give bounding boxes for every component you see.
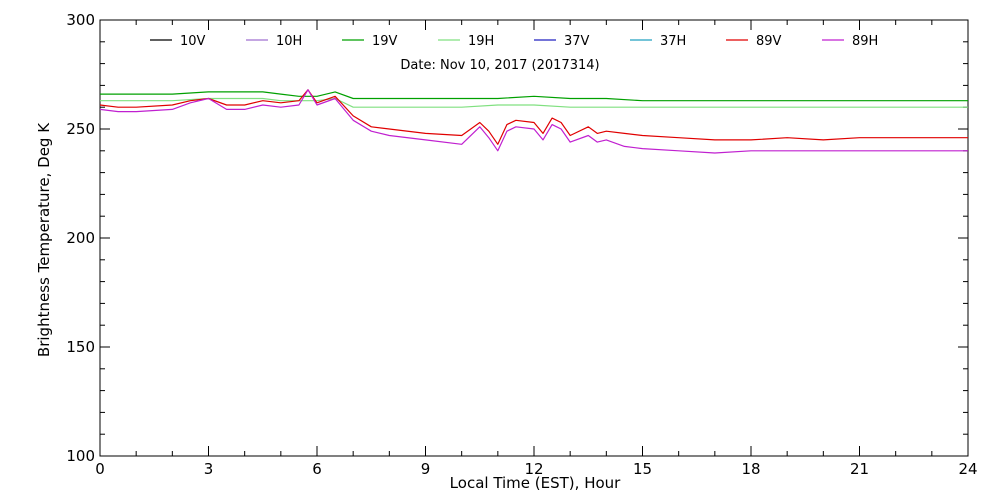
x-tick-label: 18 bbox=[741, 460, 760, 478]
x-axis-title: Local Time (EST), Hour bbox=[450, 474, 621, 492]
series-line-19v bbox=[100, 91, 968, 102]
y-tick-label: 300 bbox=[66, 11, 95, 29]
series-lines bbox=[99, 89, 968, 154]
legend-label-37h: 37H bbox=[660, 34, 686, 49]
x-tick-label: 24 bbox=[958, 460, 977, 478]
legend-label-10h: 10H bbox=[276, 34, 302, 49]
series-line-89v bbox=[99, 89, 968, 145]
legend-label-19v: 19V bbox=[372, 34, 398, 49]
legend: 10V 10H 19V 19H 37V 37H 89V 89H bbox=[150, 34, 878, 49]
x-tick-label: 3 bbox=[204, 460, 214, 478]
x-tick-label: 21 bbox=[850, 460, 869, 478]
legend-label-89h: 89H bbox=[852, 34, 878, 49]
plot-frame bbox=[99, 19, 969, 457]
legend-label-89v: 89V bbox=[756, 34, 782, 49]
y-axis-title: Brightness Temperature, Deg K bbox=[35, 122, 53, 357]
axis-tick-labels: 0 3 6 9 12 15 18 21 24 100 150 200 250 300 bbox=[66, 11, 977, 478]
annotation-date: Date: Nov 10, 2017 (2017314) bbox=[400, 58, 599, 73]
axis-ticks bbox=[99, 19, 969, 457]
legend-label-19h: 19H bbox=[468, 34, 494, 49]
y-tick-label: 100 bbox=[66, 447, 95, 465]
x-tick-label: 6 bbox=[312, 460, 322, 478]
y-tick-label: 200 bbox=[66, 229, 95, 247]
legend-label-10v: 10V bbox=[180, 34, 206, 49]
series-line-19h bbox=[100, 97, 968, 108]
y-tick-label: 250 bbox=[66, 120, 95, 138]
x-tick-label: 15 bbox=[633, 460, 652, 478]
legend-label-37v: 37V bbox=[564, 34, 590, 49]
x-tick-label: 9 bbox=[421, 460, 431, 478]
series-line-89h bbox=[99, 89, 968, 154]
x-tick-label: 12 bbox=[524, 460, 543, 478]
x-tick-label: 0 bbox=[95, 460, 105, 478]
y-tick-label: 150 bbox=[66, 338, 95, 356]
